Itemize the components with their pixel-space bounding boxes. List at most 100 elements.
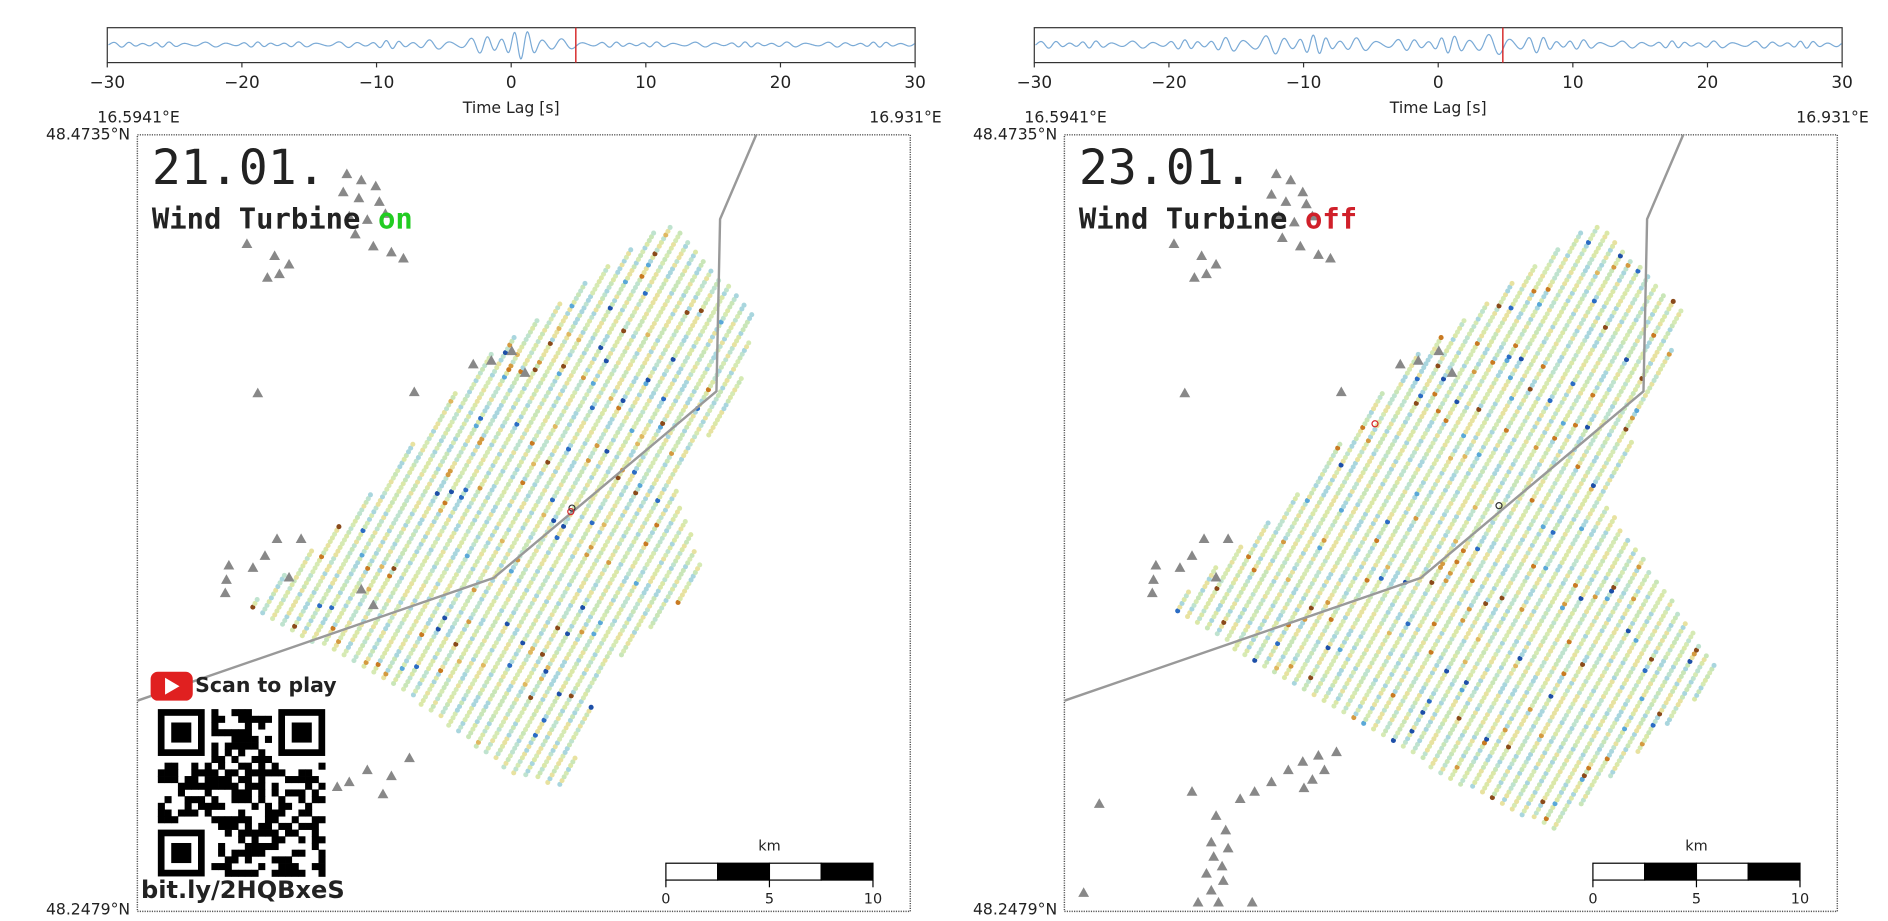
- qr-module: [238, 789, 245, 796]
- qr-module: [225, 769, 232, 776]
- qr-module: [238, 736, 245, 743]
- qr-module: [158, 803, 165, 810]
- qr-module: [292, 830, 299, 837]
- survey-point: [683, 519, 688, 524]
- qr-module: [305, 769, 312, 776]
- qr-module: [205, 803, 212, 810]
- survey-point: [1578, 231, 1583, 236]
- turbine-label: Wind Turbine: [152, 201, 361, 235]
- survey-point: [685, 240, 690, 245]
- qr-module: [225, 856, 232, 863]
- qr-module: [218, 756, 225, 763]
- qr-module: [205, 810, 212, 817]
- qr-module: [191, 783, 198, 790]
- qr-module: [158, 816, 165, 823]
- qr-module: [285, 863, 292, 870]
- qr-module: [205, 776, 212, 783]
- qr-module: [278, 769, 285, 776]
- qr-module: [318, 836, 325, 843]
- survey-point: [726, 284, 731, 289]
- qr-module: [245, 789, 252, 796]
- qr-module: [312, 816, 319, 823]
- x-tick-label: 20: [1697, 72, 1718, 92]
- survey-point: [557, 301, 562, 306]
- qr-module: [238, 743, 245, 750]
- qr-module: [252, 836, 259, 843]
- qr-module: [265, 810, 272, 817]
- survey-point: [1484, 301, 1489, 306]
- qr-module: [278, 810, 285, 817]
- qr-module: [258, 850, 265, 857]
- qr-module: [245, 709, 252, 716]
- qr-module: [245, 763, 252, 770]
- qr-module: [258, 863, 265, 870]
- qr-module: [231, 856, 238, 863]
- qr-module: [225, 729, 232, 736]
- qr-module: [258, 769, 265, 776]
- survey-point: [512, 335, 517, 340]
- lon-right-label: 16.931°E: [869, 107, 941, 126]
- qr-module: [252, 736, 259, 743]
- qr-module: [211, 743, 218, 750]
- qr-module: [272, 783, 279, 790]
- x-tick-label: 0: [1433, 72, 1444, 92]
- turbine-status: on: [378, 201, 413, 235]
- survey-point: [1595, 225, 1600, 230]
- x-tick-label: 30: [904, 72, 925, 92]
- qr-module: [205, 763, 212, 770]
- qr-module: [171, 763, 178, 770]
- qr-module: [238, 716, 245, 723]
- survey-point: [368, 492, 373, 497]
- qr-module: [198, 783, 205, 790]
- qr-module: [245, 823, 252, 830]
- qr-module: [225, 783, 232, 790]
- qr-module: [272, 810, 279, 817]
- survey-point: [589, 705, 594, 710]
- qr-module: [185, 776, 192, 783]
- survey-point: [1638, 265, 1643, 270]
- survey-point: [749, 312, 754, 317]
- qr-module: [292, 789, 299, 796]
- survey-point: [1213, 565, 1218, 570]
- qr-module: [205, 769, 212, 776]
- scalebar-segment: [718, 863, 770, 880]
- qr-module: [318, 856, 325, 863]
- date-label: 21.01.: [152, 140, 326, 196]
- qr-module: [205, 789, 212, 796]
- qr-module: [231, 729, 238, 736]
- panel: −30−20−100102030Time Lag [s]16.5941°E16.…: [46, 28, 942, 919]
- survey-point: [1509, 281, 1514, 286]
- qr-module: [245, 796, 252, 803]
- qr-module: [165, 763, 172, 770]
- qr-module: [265, 769, 272, 776]
- survey-point: [701, 259, 706, 264]
- scalebar-segment: [821, 863, 873, 880]
- survey-point: [746, 340, 751, 345]
- lat-bottom-label: 48.2479°N: [973, 900, 1057, 919]
- qr-module: [252, 769, 259, 776]
- qr-module: [238, 816, 245, 823]
- survey-point: [410, 442, 415, 447]
- qr-module: [225, 816, 232, 823]
- qr-module: [258, 749, 265, 756]
- qr-module: [318, 783, 325, 790]
- qr-module: [231, 756, 238, 763]
- survey-point: [1555, 247, 1560, 252]
- lat-top-label: 48.4735°N: [46, 124, 130, 143]
- qr-module: [252, 843, 259, 850]
- qr-module: [165, 816, 172, 823]
- qr-module: [218, 763, 225, 770]
- qr-module: [211, 783, 218, 790]
- qr-module: [292, 816, 299, 823]
- qr-module: [258, 722, 265, 729]
- qr-module: [218, 803, 225, 810]
- qr-module: [252, 756, 259, 763]
- qr-module: [225, 823, 232, 830]
- survey-point: [697, 562, 702, 567]
- survey-point: [534, 318, 539, 323]
- qr-module: [231, 796, 238, 803]
- qr-module: [285, 823, 292, 830]
- qr-module: [258, 796, 265, 803]
- qr-finder-core: [292, 722, 312, 742]
- survey-point: [628, 247, 633, 252]
